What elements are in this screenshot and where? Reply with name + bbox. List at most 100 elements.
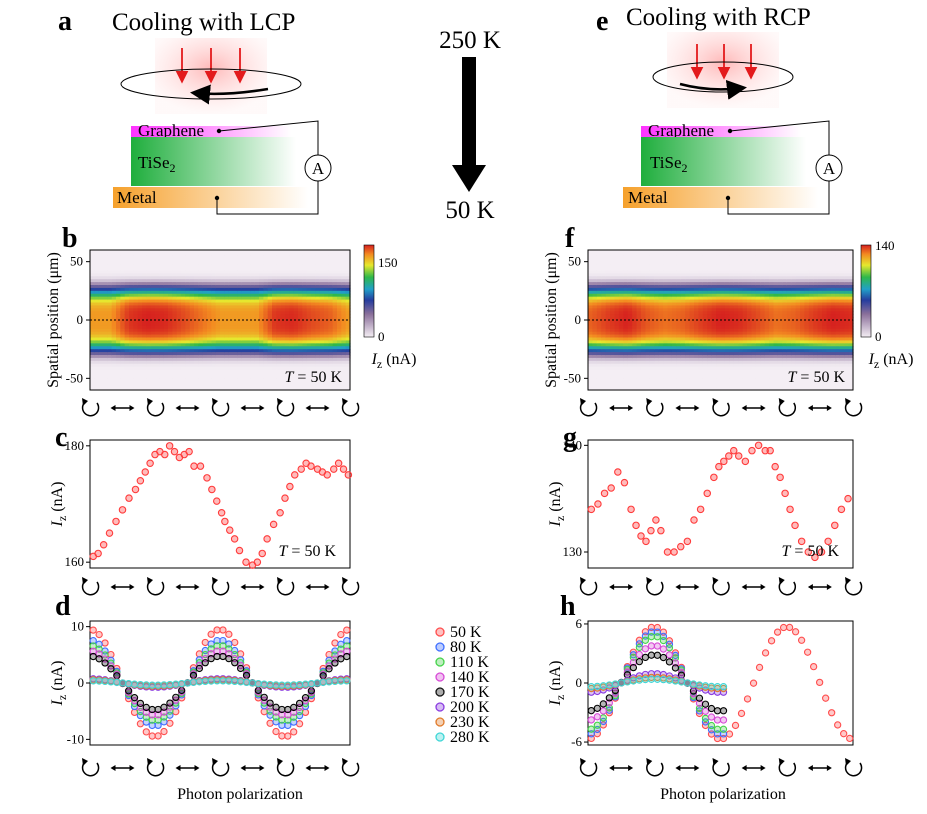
heatmap-cell (760, 250, 766, 254)
heatmap-cell (627, 305, 633, 309)
heatmap-cell (146, 252, 152, 257)
heatmap-cell (98, 328, 104, 333)
heatmap-cell (163, 352, 169, 356)
heatmap-cell (315, 384, 321, 388)
heatmap-cell (176, 325, 182, 330)
heatmap-cell (116, 328, 121, 333)
heatmap-cell (237, 305, 243, 309)
heatmap-cell (211, 317, 217, 321)
heatmap-cell (137, 264, 143, 269)
heatmap-cell (671, 346, 677, 350)
heatmap-cell (250, 258, 256, 263)
heatmap-cell (302, 250, 308, 254)
heatmap-cell (185, 250, 191, 254)
heatmap-cell (267, 360, 273, 365)
heatmap-cell (623, 296, 629, 301)
heatmap-cell (596, 290, 602, 295)
heatmap-cell (302, 314, 308, 318)
heatmap-cell (592, 372, 598, 377)
heatmap-cell (198, 273, 204, 277)
heatmap-cell (211, 273, 217, 277)
heatmap-cell (319, 372, 325, 377)
heatmap-cell (315, 352, 321, 356)
heatmap-cell (298, 375, 303, 379)
heatmap-cell (641, 258, 647, 263)
heatmap-cell (315, 331, 321, 336)
heatmap-cell (103, 328, 108, 333)
heatmap-cell (711, 252, 717, 257)
heatmap-cell (98, 352, 104, 356)
heatmap-cell (111, 387, 117, 391)
heatmap-cell (267, 279, 273, 283)
heatmap-cell (181, 352, 186, 356)
heatmap-cell (641, 296, 647, 301)
heatmap-cell (111, 357, 117, 362)
heatmap-cell (224, 363, 230, 368)
heatmap-cell (764, 355, 770, 359)
heatmap-cell (658, 317, 664, 321)
heatmap-cell (685, 372, 691, 377)
heatmap-cell (241, 328, 247, 333)
heatmap-cell (137, 322, 143, 327)
heatmap-cell (163, 305, 169, 309)
heatmap-cell (98, 305, 104, 309)
heatmap-cell (289, 264, 295, 269)
heatmap-cell (328, 369, 334, 374)
heatmap-cell (764, 366, 770, 371)
heatmap-cell (259, 299, 264, 304)
heatmap-cell (194, 322, 199, 327)
heatmap-cell (98, 378, 104, 382)
clockwise-arrow-icon (679, 79, 747, 100)
heatmap-cell (168, 357, 173, 362)
heatmap-cell (658, 340, 664, 344)
heatmap-cell (328, 375, 334, 379)
heatmap-cell (592, 314, 598, 318)
heatmap-cell (588, 273, 594, 277)
heatmap-cell (198, 384, 204, 388)
heatmap-cell (129, 328, 134, 333)
heatmap-cell (224, 384, 230, 388)
heatmap-cell (667, 325, 673, 330)
heatmap-cell (272, 282, 277, 286)
heatmap-cell (341, 276, 347, 280)
heatmap-cell (168, 314, 173, 318)
heatmap-cell (649, 340, 655, 344)
heatmap-cell (337, 357, 342, 362)
heatmap-cell (623, 270, 629, 274)
heatmap-cell (146, 267, 152, 272)
heatmap-cell (658, 337, 664, 342)
heatmap-cell (137, 296, 143, 301)
heatmap-cell (311, 285, 316, 289)
heatmap-cell (133, 331, 139, 336)
heatmap-cell (133, 340, 139, 344)
heatmap-cell (111, 264, 117, 269)
heatmap-cell (738, 317, 744, 321)
heatmap-cell (769, 258, 775, 263)
heatmap-cell (698, 355, 704, 359)
heatmap-cell (263, 352, 269, 356)
heatmap-cell (733, 273, 739, 277)
heatmap-cell (189, 337, 195, 342)
heatmap-cell (671, 325, 677, 330)
heatmap-cell (137, 290, 143, 295)
heatmap-cell (680, 337, 686, 342)
heatmap-cell (667, 355, 673, 359)
heatmap-cell (596, 287, 602, 292)
heatmap-cell (760, 311, 766, 315)
heatmap-cell (680, 372, 686, 377)
heatmap-cell (124, 328, 130, 333)
heatmap-cell (760, 261, 766, 266)
heatmap-cell (228, 349, 234, 353)
heatmap-cell (246, 384, 251, 388)
heatmap-cell (298, 346, 303, 350)
heatmap-cell (319, 285, 325, 289)
heatmap-cell (129, 322, 134, 327)
heatmap-cell (345, 343, 351, 347)
heatmap-cell (215, 320, 221, 324)
heatmap-cell (755, 314, 761, 318)
heatmap-cell (663, 355, 669, 359)
heatmap-cell (224, 276, 230, 280)
heatmap-cell (707, 334, 713, 339)
heatmap-cell (345, 302, 351, 307)
heatmap-cell (159, 352, 165, 356)
